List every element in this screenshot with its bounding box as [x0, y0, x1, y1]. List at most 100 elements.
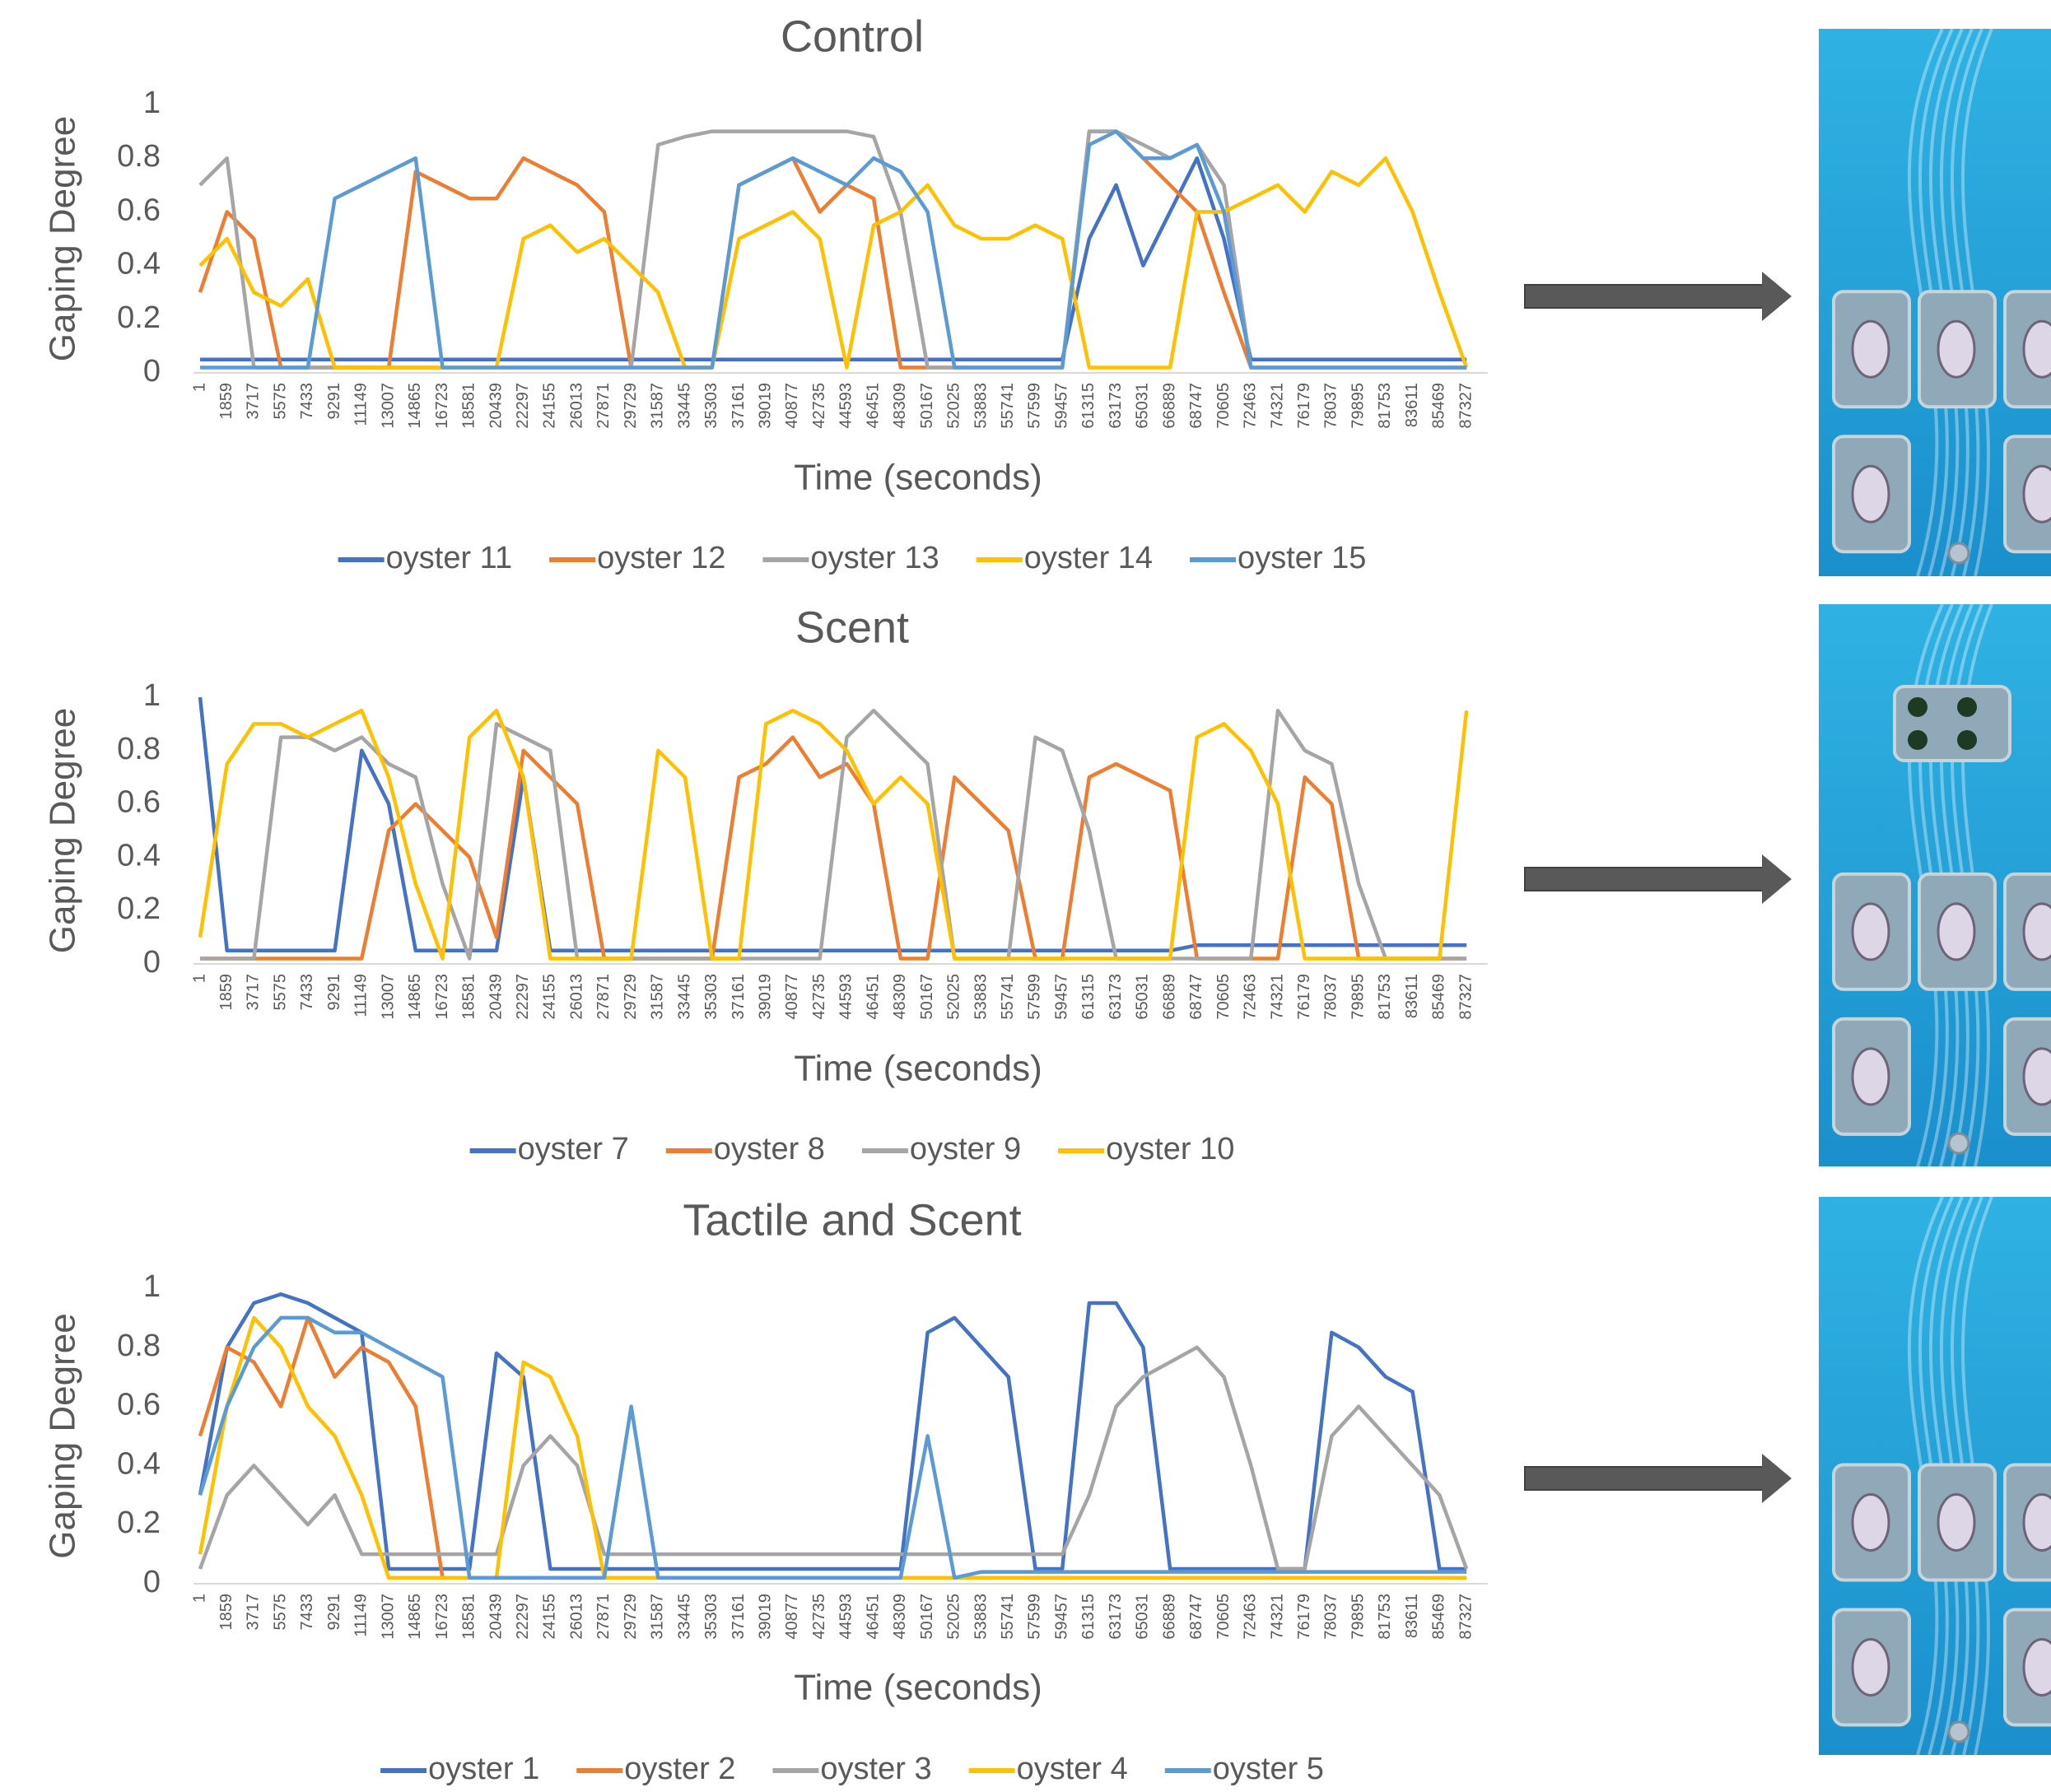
x-tick-label: 13007 [379, 383, 397, 429]
x-tick-label: 16723 [433, 1594, 451, 1640]
x-tick-label: 46451 [864, 383, 882, 429]
x-tick-label: 81753 [1376, 383, 1394, 429]
legend-label: oyster 2 [624, 1752, 735, 1786]
legend-label: oyster 5 [1213, 1752, 1324, 1786]
x-tick-label: 1 [190, 1594, 208, 1603]
y-tick-label: 0 [143, 945, 161, 980]
x-tick-label: 68747 [1187, 383, 1205, 429]
arrow-head [1762, 1454, 1792, 1503]
x-tick-label: 72463 [1242, 383, 1260, 429]
aquarium-photo [1819, 1197, 2051, 1755]
figure: ControlGaping DegreeTime (seconds)00.20.… [0, 0, 2051, 1792]
x-tick-label: 35303 [702, 974, 720, 1020]
x-tick-label: 87327 [1457, 1594, 1475, 1640]
x-tick-label: 48309 [891, 383, 909, 429]
x-tick-label: 5575 [271, 383, 289, 420]
x-tick-label: 7433 [298, 383, 316, 420]
oyster [2024, 904, 2051, 960]
x-tick-label: 22297 [514, 383, 532, 429]
y-axis-title: Gaping Degree [43, 1313, 83, 1558]
x-tick-label: 48309 [891, 974, 909, 1020]
x-tick-label: 79895 [1349, 383, 1367, 429]
x-tick-label: 78037 [1322, 383, 1340, 429]
x-tick-label: 50167 [918, 383, 936, 429]
x-tick-label: 78037 [1322, 974, 1340, 1020]
x-tick-label: 70605 [1214, 1594, 1233, 1640]
x-tick-label: 65031 [1134, 974, 1152, 1020]
x-tick-label: 33445 [675, 1594, 693, 1640]
x-tick-label: 5575 [271, 974, 289, 1011]
x-tick-label: 3717 [245, 974, 263, 1011]
y-tick-label: 1 [143, 678, 161, 713]
x-tick-label: 16723 [433, 383, 451, 429]
x-tick-label: 53883 [972, 383, 990, 429]
x-tick-label: 37161 [730, 1594, 748, 1640]
x-tick-label: 72463 [1242, 974, 1260, 1020]
x-tick-label: 31587 [649, 974, 667, 1020]
legend-label: oyster 8 [714, 1132, 825, 1166]
y-tick-label: 0.6 [117, 785, 161, 820]
x-tick-label: 63173 [1107, 1594, 1125, 1640]
series-line [200, 132, 1466, 368]
legend-label: oyster 1 [428, 1752, 539, 1786]
arrow-shaft [1525, 285, 1764, 308]
x-tick-label: 37161 [730, 383, 748, 429]
x-tick-label: 33445 [675, 383, 693, 429]
oyster [1853, 1049, 1889, 1105]
x-tick-label: 29729 [622, 974, 640, 1020]
x-tick-label: 59457 [1052, 974, 1070, 1020]
x-tick-label: 61315 [1079, 1594, 1098, 1640]
x-tick-label: 70605 [1214, 974, 1233, 1020]
x-tick-label: 14865 [406, 974, 424, 1020]
drain [1949, 543, 1969, 563]
x-tick-label: 55741 [999, 974, 1017, 1020]
legend-label: oyster 3 [820, 1752, 931, 1786]
arrow-head [1762, 272, 1792, 321]
x-tick-label: 1 [190, 974, 208, 983]
y-tick-label: 0.6 [117, 1388, 161, 1422]
x-tick-label: 85469 [1430, 974, 1448, 1020]
y-tick-label: 0.4 [117, 838, 161, 873]
crab [1908, 730, 1927, 750]
x-tick-label: 1859 [217, 383, 235, 420]
legend-label: oyster 13 [810, 541, 939, 575]
x-tick-label: 66889 [1160, 974, 1178, 1020]
x-tick-label: 79895 [1349, 1594, 1367, 1640]
x-tick-label: 85469 [1430, 383, 1448, 429]
x-tick-label: 66889 [1160, 1594, 1178, 1640]
y-tick-label: 0.8 [117, 1329, 161, 1363]
legend-label: oyster 14 [1024, 541, 1153, 575]
x-tick-label: 52025 [945, 1594, 963, 1640]
legend-label: oyster 7 [518, 1132, 629, 1166]
x-tick-label: 18581 [460, 383, 478, 429]
charts: ControlGaping DegreeTime (seconds)00.20.… [43, 12, 1488, 1786]
series-line [200, 1347, 1466, 1569]
legend-label: oyster 9 [910, 1132, 1021, 1166]
x-tick-label: 9291 [325, 1594, 343, 1631]
y-axis-title: Gaping Degree [43, 116, 83, 361]
x-tick-label: 59457 [1052, 383, 1070, 429]
x-tick-label: 39019 [756, 1594, 774, 1640]
x-tick-label: 1859 [217, 1594, 235, 1631]
legend-label: oyster 10 [1106, 1132, 1234, 1166]
x-tick-label: 13007 [379, 974, 397, 1020]
y-tick-label: 0.2 [117, 891, 161, 926]
y-tick-label: 0.2 [117, 1506, 161, 1540]
y-tick-label: 0.4 [117, 247, 161, 282]
x-tick-label: 50167 [918, 974, 936, 1020]
drain [1949, 1722, 1969, 1742]
series-line [200, 1294, 1466, 1569]
series-line [200, 1318, 1466, 1578]
x-tick-label: 18581 [460, 1594, 478, 1640]
x-tick-label: 57599 [1026, 383, 1044, 429]
x-tick-label: 78037 [1322, 1594, 1340, 1640]
x-tick-label: 20439 [487, 383, 505, 429]
x-tick-label: 74321 [1268, 974, 1286, 1020]
x-tick-label: 40877 [783, 383, 801, 429]
x-tick-label: 20439 [487, 974, 505, 1020]
x-tick-label: 39019 [756, 383, 774, 429]
oyster [2024, 1639, 2051, 1695]
x-tick-label: 42735 [810, 1594, 828, 1640]
legend-label: oyster 11 [386, 541, 512, 575]
